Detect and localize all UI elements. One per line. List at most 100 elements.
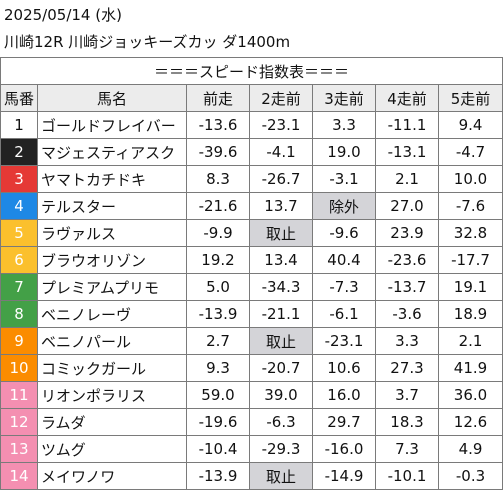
speed-index-cell: -0.3 [437,462,503,490]
table-row: 8 ベニノレーヴ -13.9 -21.1 -6.1 -3.6 18.9 [0,300,503,328]
speed-index-cell: -14.9 [312,462,376,490]
horse-name: コミックガール [37,354,187,382]
horse-name: メイワノワ [37,462,187,490]
horse-name: ツムグ [37,435,187,463]
horse-name: プレミアムプリモ [37,273,187,301]
speed-index-cell: -20.7 [249,354,313,382]
speed-index-cell: -3.1 [312,165,376,193]
speed-index-cell: 9.3 [186,354,250,382]
horse-name: ラヴァルス [37,219,187,247]
speed-index-cell: -21.6 [186,192,250,220]
table-row: 1 ゴールドフレイバー -13.6 -23.1 3.3 -11.1 9.4 [0,111,503,139]
speed-index-cell: -39.6 [186,138,250,166]
col-header-number: 馬番 [0,84,38,112]
horse-number: 10 [0,354,38,382]
col-header-3rd: 3走前 [312,84,376,112]
horse-name: ベニノレーヴ [37,300,187,328]
race-date: 2025/05/14 (水) [4,6,122,24]
horse-number: 1 [0,111,38,139]
horse-number: 11 [0,381,38,409]
speed-index-cell: 除外 [312,192,376,220]
speed-index-cell: -21.1 [249,300,313,328]
speed-index-cell: -13.7 [375,273,439,301]
speed-index-cell: -26.7 [249,165,313,193]
speed-index-cell: -13.6 [186,111,250,139]
speed-index-cell: -7.6 [437,192,503,220]
speed-index-cell: 13.7 [249,192,313,220]
speed-index-cell: -34.3 [249,273,313,301]
speed-index-cell: -9.6 [312,219,376,247]
speed-index-cell: 3.7 [375,381,439,409]
speed-index-cell: 4.9 [437,435,503,463]
speed-index-cell: -23.1 [249,111,313,139]
speed-index-cell: 18.9 [437,300,503,328]
col-header-last: 前走 [186,84,250,112]
table-row: 7 プレミアムプリモ 5.0 -34.3 -7.3 -13.7 19.1 [0,273,503,301]
col-header-2nd: 2走前 [249,84,313,112]
horse-name: ラムダ [37,408,187,436]
speed-index-cell: 23.9 [375,219,439,247]
speed-index-cell: -4.7 [437,138,503,166]
speed-index-cell: 19.1 [437,273,503,301]
speed-index-cell: 41.9 [437,354,503,382]
speed-index-cell: -7.3 [312,273,376,301]
speed-index-cell: -23.1 [312,327,376,355]
speed-index-cell: -13.9 [186,300,250,328]
speed-index-cell: 9.4 [437,111,503,139]
speed-index-cell: 取止 [249,327,313,355]
horse-number: 12 [0,408,38,436]
horse-number: 14 [0,462,38,490]
horse-number: 8 [0,300,38,328]
speed-index-cell: 7.3 [375,435,439,463]
horse-number: 4 [0,192,38,220]
horse-number: 2 [0,138,38,166]
header-row: 馬番 馬名 前走 2走前 3走前 4走前 5走前 [0,84,503,112]
speed-index-cell: -13.1 [375,138,439,166]
speed-index-cell: 3.3 [312,111,376,139]
horse-name: ベニノパール [37,327,187,355]
speed-index-cell: 2.1 [375,165,439,193]
speed-index-cell: -6.3 [249,408,313,436]
horse-number: 7 [0,273,38,301]
speed-index-cell: 27.3 [375,354,439,382]
speed-index-cell: -23.6 [375,246,439,274]
table-title-row: ＝＝＝スピード指数表＝＝＝ [0,57,503,85]
table-row: 11 リオンポラリス 59.0 39.0 16.0 3.7 36.0 [0,381,503,409]
col-header-4th: 4走前 [375,84,439,112]
table-title: ＝＝＝スピード指数表＝＝＝ [0,57,503,85]
table-row: 4 テルスター -21.6 13.7 除外 27.0 -7.6 [0,192,503,220]
horse-name: テルスター [37,192,187,220]
speed-index-cell: 19.0 [312,138,376,166]
horse-number: 5 [0,219,38,247]
table-row: 13 ツムグ -10.4 -29.3 -16.0 7.3 4.9 [0,435,503,463]
speed-index-cell: 13.4 [249,246,313,274]
speed-index-cell: 59.0 [186,381,250,409]
speed-index-cell: -16.0 [312,435,376,463]
speed-index-cell: -17.7 [437,246,503,274]
speed-index-cell: 3.3 [375,327,439,355]
table-body: 1 ゴールドフレイバー -13.6 -23.1 3.3 -11.1 9.4 2 マジェスティアス… [0,111,503,490]
speed-index-cell: 27.0 [375,192,439,220]
table-row: 5 ラヴァルス -9.9 取止 -9.6 23.9 32.8 [0,219,503,247]
speed-index-cell: 16.0 [312,381,376,409]
speed-index-cell: 40.4 [312,246,376,274]
speed-index-cell: -10.4 [186,435,250,463]
horse-name: ゴールドフレイバー [37,111,187,139]
table-row: 14 メイワノワ -13.9 取止 -14.9 -10.1 -0.3 [0,462,503,490]
speed-index-cell: 19.2 [186,246,250,274]
speed-index-cell: 29.7 [312,408,376,436]
speed-index-cell: -19.6 [186,408,250,436]
speed-index-cell: 5.0 [186,273,250,301]
col-header-name: 馬名 [37,84,187,112]
col-header-5th: 5走前 [437,84,503,112]
speed-index-cell: 取止 [249,219,313,247]
speed-index-cell: -13.9 [186,462,250,490]
speed-index-cell: -4.1 [249,138,313,166]
table-row: 3 ヤマトカチドキ 8.3 -26.7 -3.1 2.1 10.0 [0,165,503,193]
horse-name: リオンポラリス [37,381,187,409]
table-row: 9 ベニノパール 2.7 取止 -23.1 3.3 2.1 [0,327,503,355]
speed-index-cell: 12.6 [437,408,503,436]
speed-index-cell: -9.9 [186,219,250,247]
table-row: 6 ブラウオリゾン 19.2 13.4 40.4 -23.6 -17.7 [0,246,503,274]
race-title: 川崎12R 川崎ジョッキーズカッ ダ1400m [4,33,291,51]
